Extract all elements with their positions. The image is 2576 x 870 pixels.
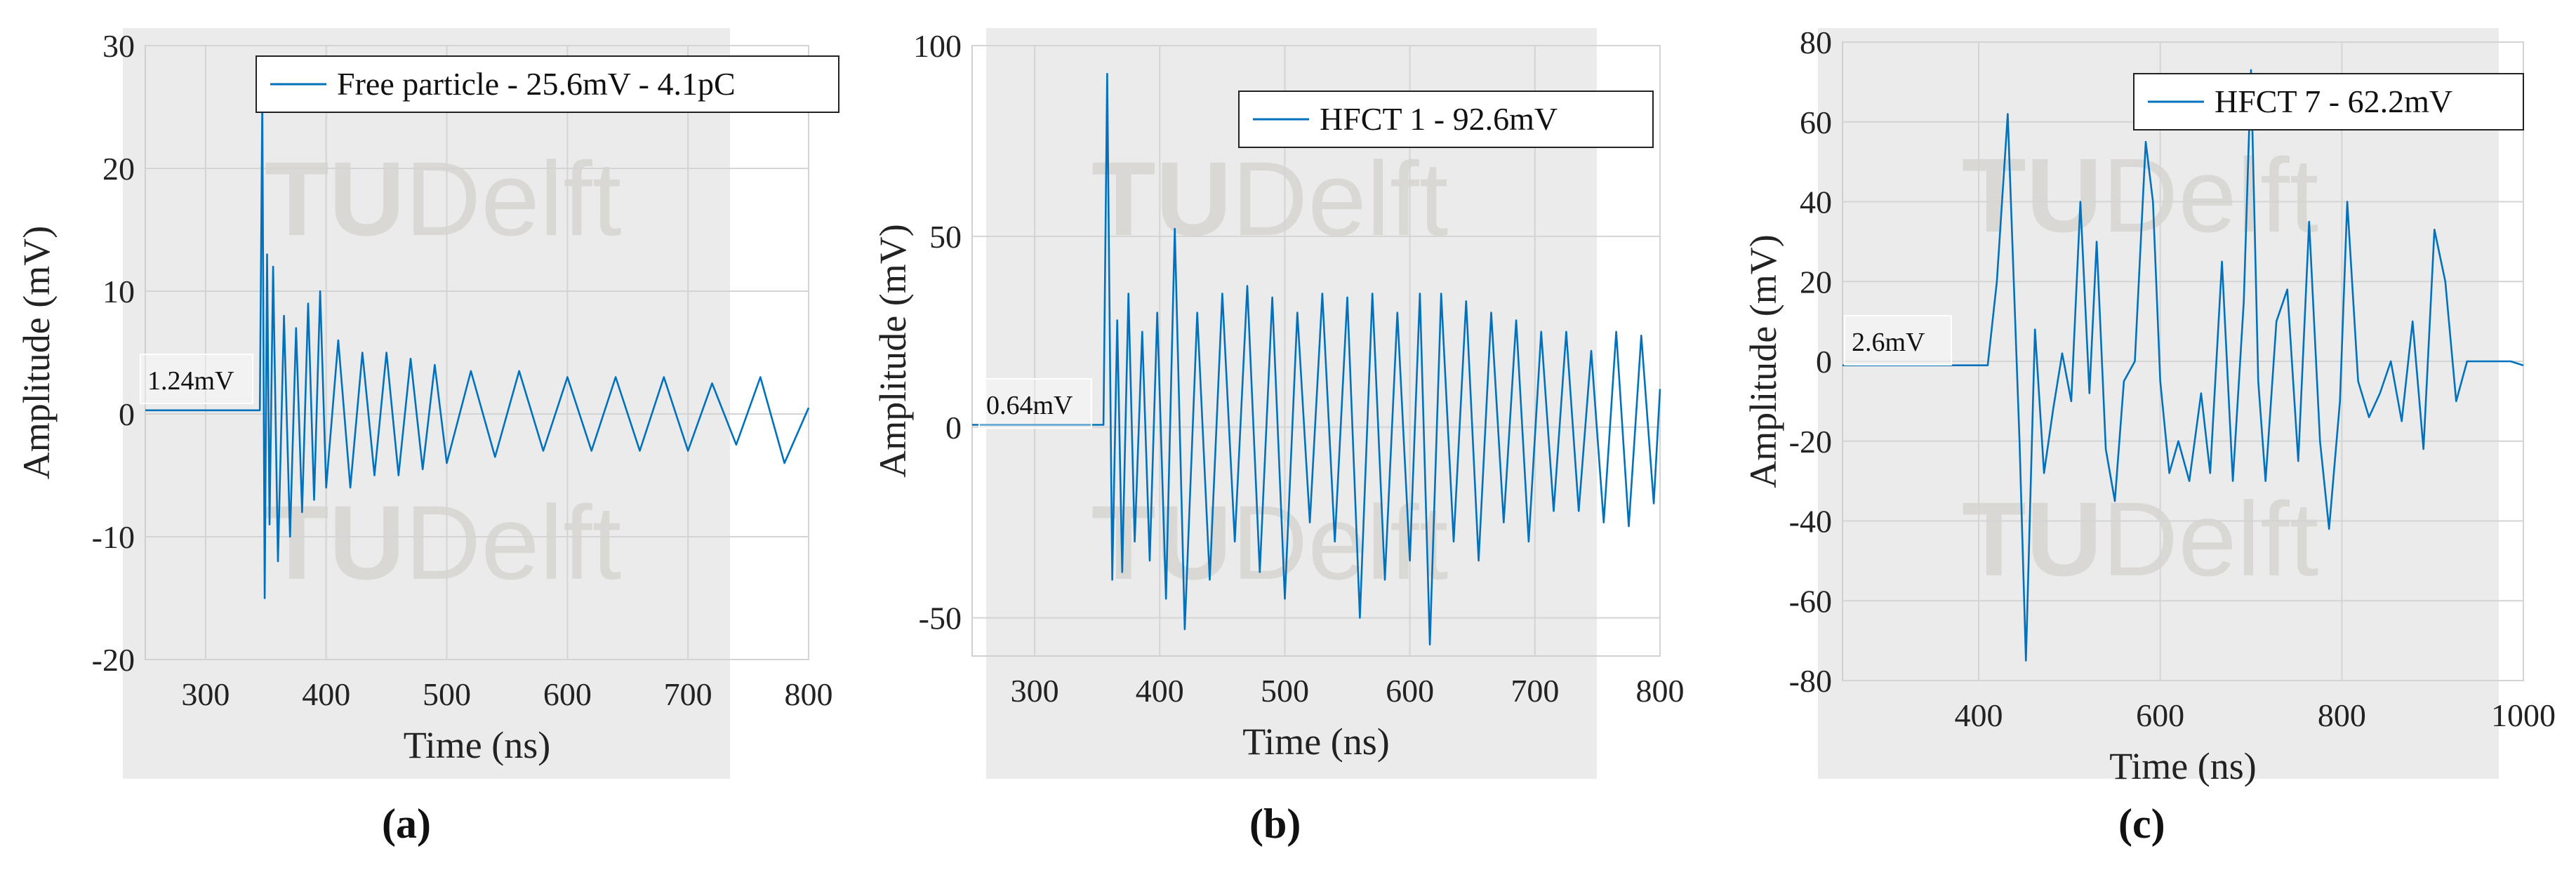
x-tick-label: 500 [1261,673,1309,709]
series-line [1843,69,2524,662]
y-tick-label: -50 [919,601,962,636]
y-tick-label: -20 [1789,424,1832,460]
series-line [972,72,1661,646]
noise-level-annotation: 2.6mV [1852,328,1925,357]
watermark-delft: Delft [1232,140,1448,257]
noise-level-annotation: 0.64mV [986,391,1073,420]
noise-level-annotation: 1.24mV [147,366,234,396]
annotation-box [1844,315,1952,366]
x-tick-label: 700 [664,676,712,712]
annotation-box [140,354,253,404]
x-tick-label: 800 [1636,673,1685,709]
x-tick-label: 400 [1955,697,2003,733]
watermark-text: TUDelft [1962,480,2318,598]
y-tick-label: 10 [102,274,135,309]
watermark-tu: TU [1091,140,1232,257]
x-tick-label: 600 [1386,673,1434,709]
x-tick-label: 300 [181,676,230,712]
watermark-tu: TU [265,483,405,601]
watermark-delft: Delft [2102,480,2318,598]
x-tick-label: 1000 [2491,697,2556,733]
watermark-text: TUDelft [1091,140,1448,257]
y-tick-label: 0 [119,396,135,432]
y-tick-label: 40 [1800,185,1832,220]
x-tick-label: 800 [785,676,833,712]
watermark-text: TUDelft [1962,136,2318,254]
caption-c: (c) [2118,801,2165,847]
x-tick-label: 400 [1136,673,1184,709]
legend-label: Free particle - 25.6mV - 4.1pC [337,66,736,102]
y-axis-title: Amplitude (mV) [1742,234,1784,488]
y-tick-label: -10 [92,519,135,555]
y-tick-label: 0 [1816,344,1832,380]
x-axis-title: Time (ns) [2109,745,2257,787]
x-tick-label: 800 [2318,697,2366,733]
y-tick-label: 80 [1800,25,1832,60]
x-tick-label: 300 [1011,673,1059,709]
watermark-tu: TU [1962,480,2102,598]
x-tick-label: 500 [423,676,471,712]
y-tick-label: 20 [1800,264,1832,300]
caption-a: (a) [382,801,431,847]
x-tick-label: 700 [1511,673,1559,709]
y-tick-label: 100 [913,28,962,64]
caption-b: (b) [1249,801,1301,847]
watermark-delft: Delft [405,483,621,601]
y-tick-label: 60 [1800,105,1832,140]
watermark-delft: Delft [1232,483,1448,601]
x-tick-label: 600 [2136,697,2184,733]
x-axis-title: Time (ns) [1242,721,1390,763]
watermark-text: TUDelft [1091,483,1448,601]
y-tick-label: 20 [102,151,135,187]
y-axis-title: Amplitude (mV) [872,224,914,477]
y-tick-label: 30 [102,28,135,64]
y-tick-label: 0 [945,410,962,446]
y-axis-title: Amplitude (mV) [15,226,58,479]
y-tick-label: -60 [1789,583,1832,619]
panel-background-c [1818,28,2499,779]
y-tick-label: 50 [929,219,962,255]
y-tick-label: -20 [92,642,135,678]
x-tick-label: 400 [302,676,350,712]
watermark-text: TUDelft [265,483,621,601]
legend-label: HFCT 1 - 92.6mV [1320,101,1558,137]
watermark-text: TUDelft [265,140,621,257]
x-axis-title: Time (ns) [404,724,551,766]
legend-label: HFCT 7 - 62.2mV [2215,83,2452,119]
watermark-delft: Delft [405,140,621,257]
legend-box [255,55,839,113]
annotation-box [978,378,1092,429]
watermark-tu: TU [265,140,405,257]
series-line [145,98,810,599]
x-tick-label: 600 [543,676,592,712]
watermark-delft: Delft [2102,136,2318,254]
y-tick-label: -80 [1789,663,1832,699]
panel-background-b [986,28,1597,779]
y-tick-label: -40 [1789,504,1832,540]
